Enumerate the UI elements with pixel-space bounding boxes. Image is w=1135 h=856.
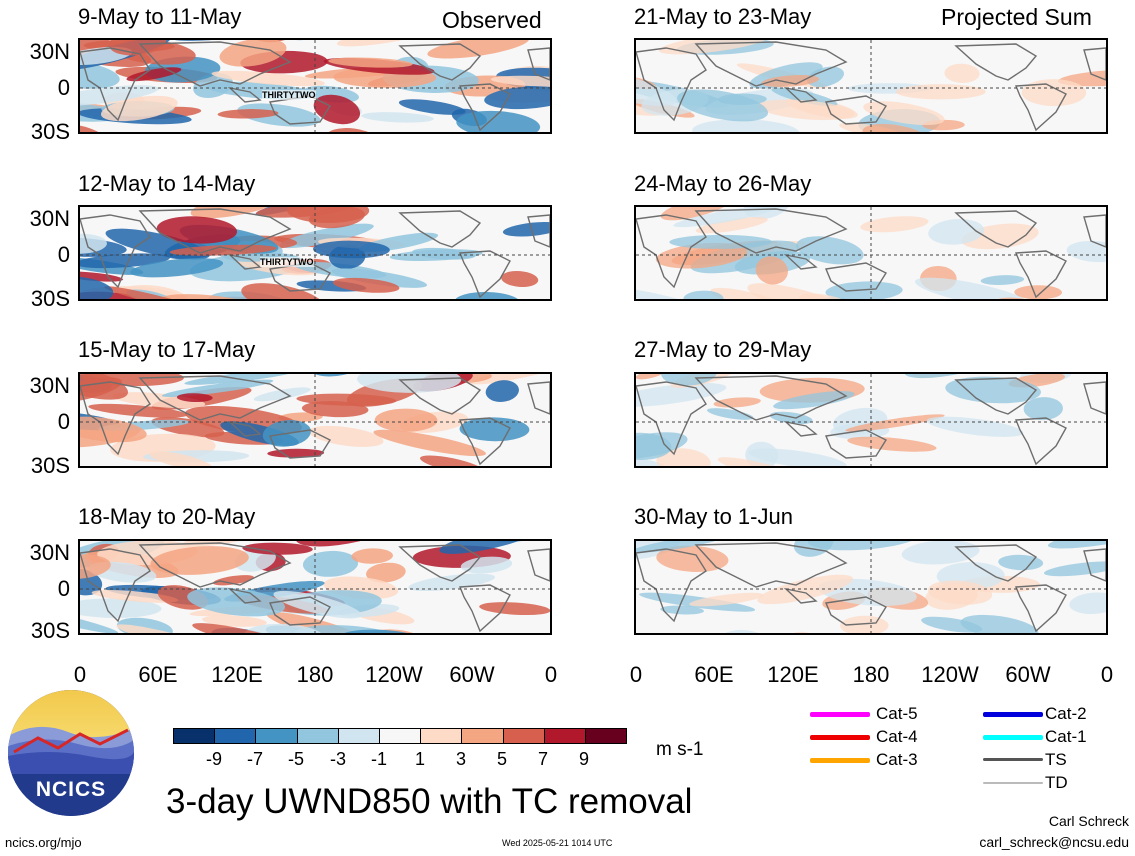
legend-label-td: TD [1045,773,1068,792]
colorbar-swatch [543,728,586,744]
legend-label-cat5: Cat-5 [876,704,918,723]
logo-text: NCICS [35,778,107,801]
storm-label: THIRTYTWO [262,90,316,100]
colorbar-tick-label: 5 [496,749,508,769]
footer-timestamp: Wed 2025-05-21 1014 UTC [502,838,613,848]
colorbar-tick-label: 3 [455,749,467,769]
x-tick-label: 60E [138,662,178,687]
panel-title: 24-May to 26-May [634,171,812,196]
x-tick-label: 120W [921,662,979,687]
x-tick-label: 0 [629,662,643,687]
panel-title: 18-May to 20-May [78,504,256,529]
y-tick-label: 30S [30,119,70,144]
legend-line-cat4 [810,735,870,740]
colorbar-swatch [337,728,380,744]
colorbar-tick-label: -9 [205,749,223,769]
y-tick-label: 30N [29,206,70,231]
colorbar-swatch [214,728,257,744]
legend-line-cat5 [810,712,870,717]
header-projected-sum: Projected Sum [941,4,1092,30]
y-tick-label: 0 [57,75,70,100]
legend-label-cat2: Cat-2 [1045,704,1087,723]
colorbar-swatch [420,728,463,744]
legend-line-td [983,782,1043,784]
legend-line-ts [983,758,1043,761]
projected-panel-3 [634,372,1108,468]
colorbar-tick-label: -7 [246,749,264,769]
colorbar-swatch [379,728,422,744]
x-tick-label: 120W [365,662,423,687]
y-tick-label: 30N [29,540,70,565]
legend-label-cat3: Cat-3 [876,750,918,769]
panel-title: 30-May to 1-Jun [634,504,793,529]
x-tick-label: 120E [211,662,263,687]
y-tick-label: 0 [57,409,70,434]
observed-panel-3 [78,372,552,468]
y-tick-label: 0 [57,242,70,267]
panel-title: 9-May to 11-May [78,4,242,29]
legend-line-cat2 [983,712,1043,717]
panel-title: 21-May to 23-May [634,4,812,29]
panel-title: 12-May to 14-May [78,171,256,196]
x-tick-label: 0 [544,662,558,687]
colorbar-swatch [255,728,298,744]
panel-title: 15-May to 17-May [78,337,256,362]
colorbar-tick-label: -3 [329,749,347,769]
footer-author: Carl Schreck [1048,813,1129,829]
projected-panel-1 [634,38,1108,134]
y-tick-label: 30S [30,453,70,478]
legend-label-cat1: Cat-1 [1045,727,1087,746]
footer-email: carl_schreck@ncsu.edu [979,834,1129,850]
projected-panel-4 [634,539,1108,635]
legend-line-cat1 [983,735,1043,740]
legend-label-ts: TS [1045,750,1067,769]
colorbar-swatch [296,728,339,744]
main-title: 3-day UWND850 with TC removal [166,782,693,821]
colorbar-tick-label: 9 [578,749,590,769]
x-tick-label: 180 [296,662,334,687]
x-tick-label: 0 [73,662,87,687]
x-tick-label: 180 [852,662,890,687]
panel-title: 27-May to 29-May [634,337,812,362]
x-tick-label: 60E [694,662,734,687]
observed-panel-2 [78,205,552,301]
ncics-logo: NCICS [8,690,134,816]
legend-line-cat3 [810,758,870,763]
legend-label-cat4: Cat-4 [876,727,918,746]
projected-panel-2 [634,205,1108,301]
x-tick-label: 120E [767,662,819,687]
y-tick-label: 30N [29,373,70,398]
storm-label: THIRTYTWO [260,257,314,267]
observed-panel-4 [78,539,552,635]
x-tick-label: 60W [1005,662,1051,687]
x-tick-label: 0 [1100,662,1114,687]
colorbar-tick-label: 7 [537,749,549,769]
colorbar-swatch [502,728,545,744]
y-tick-label: 0 [57,576,70,601]
y-tick-label: 30S [30,286,70,311]
header-observed: Observed [442,7,542,33]
colorbar-tick-label: -5 [287,749,305,769]
x-tick-label: 60W [449,662,495,687]
colorbar-units: m s-1 [656,739,704,760]
footer-url: ncics.org/mjo [5,835,82,850]
colorbar-swatch [173,728,216,744]
colorbar-tick-label: -1 [370,749,388,769]
y-tick-label: 30S [30,618,70,643]
colorbar-tick-label: 1 [414,749,426,769]
y-tick-label: 30N [29,39,70,64]
observed-panel-1 [78,38,552,134]
colorbar-swatch [461,728,504,744]
colorbar-swatch [585,728,628,744]
